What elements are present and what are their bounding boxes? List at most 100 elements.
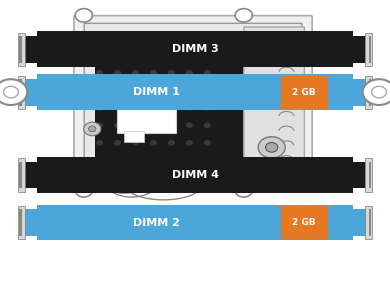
Circle shape xyxy=(97,71,103,75)
Bar xyxy=(25,161,37,188)
Bar xyxy=(25,79,37,106)
Bar xyxy=(37,32,353,67)
Circle shape xyxy=(133,53,138,57)
Text: DIMM 4: DIMM 4 xyxy=(172,170,218,180)
Circle shape xyxy=(84,122,101,136)
Circle shape xyxy=(151,141,156,145)
Bar xyxy=(20,209,21,236)
Bar xyxy=(25,209,37,236)
Circle shape xyxy=(169,71,174,75)
Circle shape xyxy=(169,53,174,57)
Circle shape xyxy=(115,158,121,162)
Circle shape xyxy=(169,158,174,162)
Bar xyxy=(18,206,25,239)
Bar xyxy=(21,161,22,188)
Bar xyxy=(21,79,22,106)
Circle shape xyxy=(115,141,121,145)
Circle shape xyxy=(205,158,210,162)
Bar xyxy=(365,209,366,236)
Circle shape xyxy=(97,88,103,92)
Circle shape xyxy=(258,137,285,158)
Bar xyxy=(70,9,316,193)
Circle shape xyxy=(75,9,92,22)
Bar xyxy=(19,79,20,106)
Circle shape xyxy=(205,88,210,92)
Circle shape xyxy=(115,53,121,57)
Circle shape xyxy=(187,123,192,127)
Bar xyxy=(19,209,20,236)
Bar xyxy=(37,75,353,110)
Circle shape xyxy=(97,106,103,110)
Bar xyxy=(21,209,22,236)
Circle shape xyxy=(151,71,156,75)
Circle shape xyxy=(151,53,156,57)
Circle shape xyxy=(187,141,192,145)
Text: 2 GB: 2 GB xyxy=(292,218,316,227)
Circle shape xyxy=(0,79,27,105)
Bar xyxy=(365,161,366,188)
Circle shape xyxy=(89,126,96,132)
Bar xyxy=(18,158,25,192)
Circle shape xyxy=(205,53,210,57)
Text: DIMM 3: DIMM 3 xyxy=(172,44,218,54)
FancyBboxPatch shape xyxy=(74,16,312,189)
Circle shape xyxy=(97,123,103,127)
Bar xyxy=(353,161,365,188)
Circle shape xyxy=(258,45,285,66)
Circle shape xyxy=(169,141,174,145)
Bar xyxy=(95,31,237,171)
Circle shape xyxy=(97,158,103,162)
Circle shape xyxy=(133,141,138,145)
Bar xyxy=(281,206,328,239)
Circle shape xyxy=(205,141,210,145)
Circle shape xyxy=(151,158,156,162)
Circle shape xyxy=(187,71,192,75)
Bar xyxy=(365,33,372,66)
FancyBboxPatch shape xyxy=(244,27,304,176)
Circle shape xyxy=(205,123,210,127)
Bar xyxy=(19,36,20,63)
Circle shape xyxy=(235,184,252,197)
Bar xyxy=(365,36,366,63)
Circle shape xyxy=(4,86,18,98)
Bar xyxy=(37,157,353,193)
Bar xyxy=(281,76,328,109)
Bar xyxy=(18,33,25,66)
Circle shape xyxy=(115,71,121,75)
FancyBboxPatch shape xyxy=(84,23,302,181)
Circle shape xyxy=(97,141,103,145)
Bar xyxy=(365,76,372,109)
Bar xyxy=(365,158,372,192)
Bar xyxy=(124,131,144,142)
Circle shape xyxy=(97,53,103,57)
Text: 2 GB: 2 GB xyxy=(292,87,316,97)
Circle shape xyxy=(266,50,278,60)
Bar xyxy=(365,79,366,106)
Bar xyxy=(353,79,365,106)
Bar xyxy=(19,161,20,188)
FancyBboxPatch shape xyxy=(197,34,244,169)
Bar xyxy=(20,79,21,106)
Circle shape xyxy=(133,158,138,162)
Bar xyxy=(25,36,37,63)
Circle shape xyxy=(115,106,121,110)
Bar xyxy=(18,76,25,109)
Bar xyxy=(353,209,365,236)
Circle shape xyxy=(187,158,192,162)
Circle shape xyxy=(115,123,121,127)
Circle shape xyxy=(115,88,121,92)
Circle shape xyxy=(205,106,210,110)
Circle shape xyxy=(205,71,210,75)
Bar xyxy=(37,205,353,240)
Bar xyxy=(353,36,365,63)
Circle shape xyxy=(266,142,278,152)
Circle shape xyxy=(235,9,252,22)
Text: DIMM 2: DIMM 2 xyxy=(133,218,179,227)
Circle shape xyxy=(133,71,138,75)
Bar xyxy=(20,36,21,63)
Circle shape xyxy=(187,88,192,92)
Bar xyxy=(365,206,372,239)
Circle shape xyxy=(363,79,390,105)
Circle shape xyxy=(187,53,192,57)
Circle shape xyxy=(372,86,386,98)
